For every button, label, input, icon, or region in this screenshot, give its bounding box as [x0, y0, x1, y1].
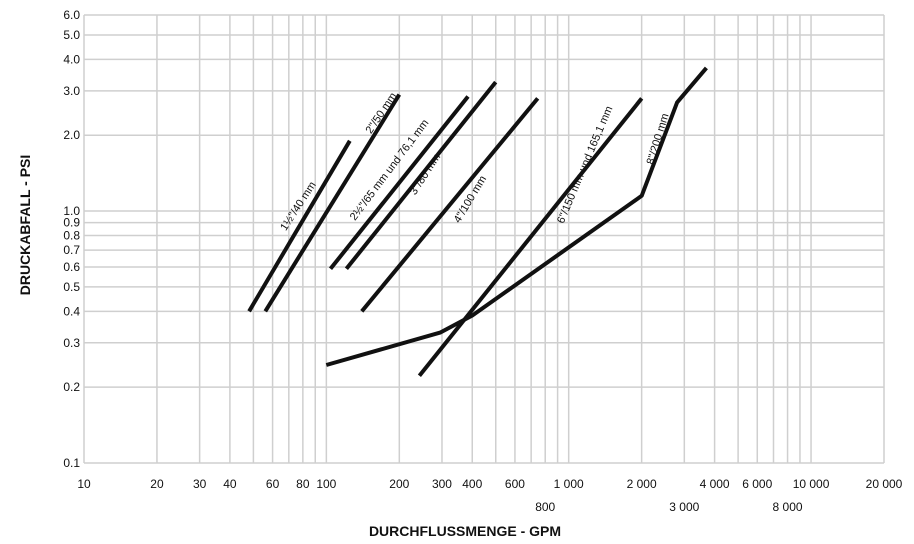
- y-axis-title: DRUCKABFALL - PSI: [17, 155, 33, 296]
- x-tick-label: 100: [316, 477, 336, 491]
- x-tick-label: 20: [150, 477, 164, 491]
- x-tick-label: 600: [505, 477, 525, 491]
- series-line-1: [247, 139, 352, 313]
- series-line-5: [360, 97, 540, 313]
- y-tick-label: 0.7: [63, 243, 80, 257]
- y-tick-labels: 0.1 0.2 0.3 0.4 0.5 0.6 0.70.80.91.0 2.0 3.0 4.0 5…: [63, 8, 80, 470]
- series-line-7: [325, 66, 708, 367]
- y-tick-label: 0.2: [63, 380, 80, 394]
- series-lines: [247, 66, 708, 377]
- y-tick-label: 0.1: [63, 456, 80, 470]
- x-tick-label: 6 000: [742, 477, 772, 491]
- series-label-3: 2½"/65 mm und 76,1 mm: [348, 117, 432, 223]
- series-label-2: 2"/50 mm: [363, 91, 399, 136]
- x-tick-label: 400: [462, 477, 482, 491]
- x-tick-label: 10: [77, 477, 91, 491]
- x-tick-label: 800: [535, 500, 555, 514]
- y-tick-label: 4.0: [63, 52, 80, 66]
- x-tick-labels: 10 20 30 40 60 80 100 200 300 400 600 800 1 000 2 000…: [77, 477, 902, 514]
- y-tick-label: 0.5: [63, 280, 80, 294]
- y-tick-label: 0.3: [63, 336, 80, 350]
- y-tick-label: 0.6: [63, 260, 80, 274]
- x-tick-label: 3 000: [669, 500, 699, 514]
- x-axis-title: DURCHFLUSSMENGE - GPM: [369, 523, 561, 539]
- series-label-4: 3"/80 mm: [408, 152, 444, 198]
- series-line-2: [263, 93, 402, 313]
- y-tick-label: 0.9: [63, 216, 80, 230]
- series-line-3: [328, 95, 470, 271]
- y-tick-label: 1.0: [63, 204, 80, 218]
- x-tick-label: 10 000: [793, 477, 830, 491]
- y-tick-label: 5.0: [63, 28, 80, 42]
- x-tick-label: 2 000: [627, 477, 657, 491]
- y-tick-label: 3.0: [63, 84, 80, 98]
- series-label-7: 8"/200 mm: [645, 112, 672, 166]
- y-tick-label: 0.4: [63, 304, 80, 318]
- x-tick-label: 40: [223, 477, 237, 491]
- series-line-4: [344, 80, 498, 271]
- x-tick-label: 20 000: [866, 477, 903, 491]
- x-tick-label: 1 000: [554, 477, 584, 491]
- y-tick-label: 2.0: [63, 128, 80, 142]
- series-line-6: [417, 97, 644, 377]
- x-tick-label: 30: [193, 477, 207, 491]
- x-tick-label: 200: [389, 477, 409, 491]
- grid: [83, 14, 885, 464]
- y-tick-label: 6.0: [63, 8, 80, 22]
- x-tick-label: 4 000: [700, 477, 730, 491]
- series-label-6: 6"/150 mm und 165,1 mm: [555, 104, 615, 225]
- x-tick-label: 300: [432, 477, 452, 491]
- x-tick-label: 80: [296, 477, 310, 491]
- y-tick-label: 0.8: [63, 228, 80, 242]
- x-tick-label: 8 000: [773, 500, 803, 514]
- x-tick-label: 60: [266, 477, 280, 491]
